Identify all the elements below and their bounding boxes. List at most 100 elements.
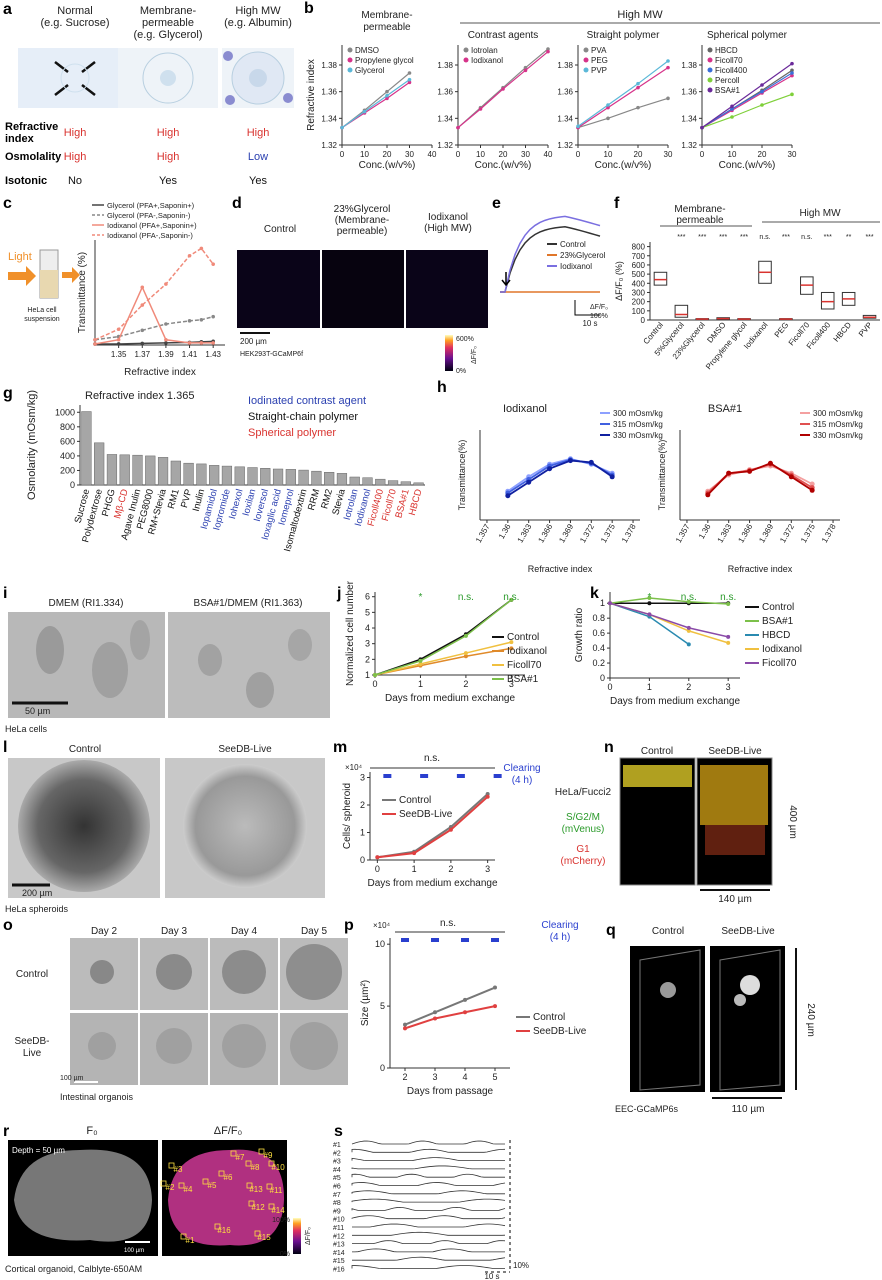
y-tick-label: 1.34 xyxy=(321,114,337,123)
y-tick-label: 800 xyxy=(60,422,75,432)
bar xyxy=(145,455,156,486)
label: S/G2/M xyxy=(566,812,600,823)
label: n.s. xyxy=(424,753,440,764)
label: Membrane- xyxy=(674,204,725,215)
series-line xyxy=(374,641,512,676)
calcium-images xyxy=(237,250,488,371)
y-tick-label: 1.36 xyxy=(681,88,697,97)
legend-swatch xyxy=(583,57,589,63)
series-line xyxy=(707,462,813,496)
label: permeable xyxy=(142,17,194,29)
chart-title: Refractive index 1.365 xyxy=(85,390,194,402)
label: Low xyxy=(248,151,268,163)
bar xyxy=(157,457,169,486)
legend-label: 330 mOsm/kg xyxy=(613,431,663,440)
bar xyxy=(221,465,233,486)
panel-letter: i xyxy=(3,585,7,602)
label: Membrane- xyxy=(140,5,197,17)
legend-label: 315 mOsm/kg xyxy=(813,420,863,429)
y-tick-label: 0 xyxy=(380,1063,385,1073)
label: DMEM (RI1.334) xyxy=(48,598,123,609)
bar xyxy=(349,476,360,486)
roi-label: #10 xyxy=(271,1163,285,1172)
legend-label: PVP xyxy=(591,66,607,75)
series-line xyxy=(577,67,669,129)
x-tick-label: 1.37 xyxy=(134,350,150,359)
trace xyxy=(352,1240,506,1244)
organoid-calcium-images xyxy=(8,1140,301,1256)
clearing-marker xyxy=(431,938,439,942)
organoid-images xyxy=(70,938,348,1085)
label: 0% xyxy=(280,1251,290,1258)
significance: *** xyxy=(677,234,685,241)
x-tick-label: 1.372 xyxy=(778,522,796,544)
legend-label: SeeDB-Live xyxy=(533,1026,587,1037)
bar xyxy=(183,462,194,486)
x-axis-label: Conc.(w/v%) xyxy=(475,160,532,171)
significance: n.s. xyxy=(720,592,736,603)
x-tick-label: 1.357 xyxy=(674,522,692,544)
legend-label: DMSO xyxy=(355,46,379,55)
y-tick-label: 0 xyxy=(360,855,365,865)
y-tick-label: 0 xyxy=(600,673,605,683)
significance: n.s. xyxy=(801,234,812,241)
label: Control xyxy=(16,969,48,980)
x-tick-label: 2 xyxy=(448,864,453,874)
label: (mCherry) xyxy=(561,856,606,867)
y-tick-label: 1.38 xyxy=(321,61,337,70)
roi-label: #1 xyxy=(186,1236,195,1245)
label: permeable xyxy=(363,22,411,33)
label: 50 µm xyxy=(25,706,50,716)
bar xyxy=(234,466,245,486)
series-line xyxy=(94,247,214,341)
bar xyxy=(260,468,271,486)
trace-label: #8 xyxy=(333,1200,341,1207)
label: 100% xyxy=(590,313,608,320)
y-tick-label: 1.38 xyxy=(681,61,697,70)
y-tick-label: 800 xyxy=(632,243,646,252)
y-axis-label: Refractive index xyxy=(306,59,317,131)
x-tick-label: 1.375 xyxy=(599,522,617,544)
panel-letter: s xyxy=(334,1123,343,1140)
label: Yes xyxy=(249,175,267,187)
x-tick-label: 5 xyxy=(492,1072,497,1082)
panel-letter: p xyxy=(344,917,354,934)
y-tick-label: 2 xyxy=(360,800,365,810)
label: ΔF/F₀ xyxy=(305,1227,312,1245)
x-tick-label: 2 xyxy=(463,679,468,689)
label: Day 5 xyxy=(301,926,328,937)
label: Depth = 50 µm xyxy=(12,1146,65,1155)
x-axis-label: Refractive index xyxy=(124,367,196,378)
legend-swatch xyxy=(347,57,353,63)
x-tick-label: 30 xyxy=(788,150,797,159)
label: G1 xyxy=(576,844,590,855)
x-tick-label: 1 xyxy=(412,864,417,874)
x-tick-label: RM2 xyxy=(319,488,335,510)
label: index xyxy=(5,133,35,145)
stimulus-arrow xyxy=(501,272,511,287)
label: 100 µm xyxy=(60,1075,84,1082)
series-line xyxy=(577,60,669,127)
y-tick-label: 500 xyxy=(632,270,646,279)
label: (High MW) xyxy=(424,223,472,234)
legend-swatch xyxy=(707,67,713,73)
label: SeeDB-Live xyxy=(721,926,775,937)
label: SeeDB-Live xyxy=(708,746,762,757)
y-axis-label: Size (µm²) xyxy=(360,980,371,1026)
scale-bar xyxy=(574,300,600,316)
legend-swatch xyxy=(583,67,589,73)
panel-letter: r xyxy=(3,1123,9,1140)
legend-label: Control xyxy=(762,602,794,613)
panel-letter: f xyxy=(614,195,620,212)
label: 240 µm xyxy=(805,1003,816,1037)
x-tick-label: 1.369 xyxy=(757,522,775,544)
trace xyxy=(351,1173,505,1178)
legend-swatch xyxy=(347,47,353,53)
panel-letter: k xyxy=(590,585,599,602)
legend-label: Control xyxy=(399,795,431,806)
series-line xyxy=(457,51,549,129)
roi-label: #11 xyxy=(270,1186,283,1195)
x-tick-label: 2 xyxy=(686,682,691,692)
legend-swatch xyxy=(707,47,713,53)
